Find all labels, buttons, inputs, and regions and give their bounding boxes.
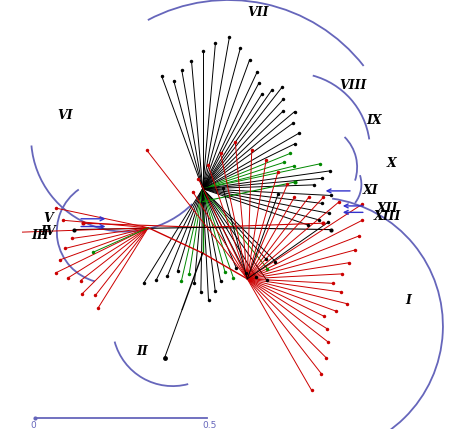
- Text: X: X: [387, 157, 396, 169]
- Text: I: I: [406, 294, 411, 307]
- Text: II: II: [137, 345, 148, 358]
- Text: IV: IV: [40, 225, 56, 238]
- Text: XI: XI: [362, 184, 378, 197]
- Text: VIII: VIII: [339, 79, 366, 92]
- Text: XIII: XIII: [374, 210, 401, 223]
- Text: III: III: [31, 230, 48, 242]
- Text: XII: XII: [376, 202, 398, 214]
- Text: 0: 0: [30, 421, 36, 429]
- Text: IX: IX: [366, 114, 382, 127]
- Text: VI: VI: [57, 109, 73, 122]
- Text: VII: VII: [248, 6, 269, 19]
- Text: 0.5: 0.5: [202, 421, 216, 429]
- Text: V: V: [43, 212, 53, 225]
